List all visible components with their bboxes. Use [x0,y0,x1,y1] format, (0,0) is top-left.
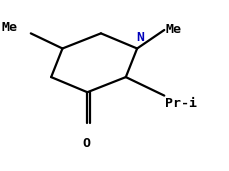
Text: Me: Me [165,23,181,36]
Text: N: N [136,31,144,44]
Text: Pr-i: Pr-i [165,97,197,110]
Text: Me: Me [1,21,17,34]
Text: O: O [82,137,90,150]
